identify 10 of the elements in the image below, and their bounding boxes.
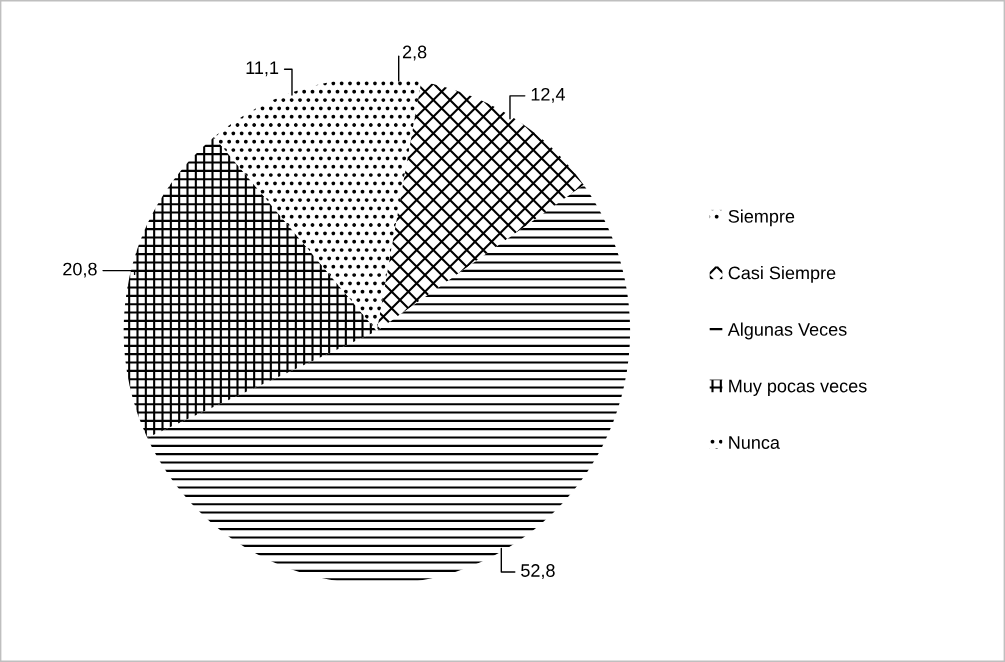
data-label: 11,1 [246,61,279,77]
legend-label: Muy pocas veces [729,379,867,396]
legend-label: Siempre [728,209,795,227]
legend-label: Nunca [729,436,780,449]
legend-label: Casi Siempre [728,266,836,283]
data-label: 52,8 [521,564,555,580]
data-label: 20,8 [63,262,97,278]
legend-label: Algunas Veces [727,322,847,340]
data-label: 2,8 [402,45,427,61]
data-label: 12,4 [531,87,565,103]
